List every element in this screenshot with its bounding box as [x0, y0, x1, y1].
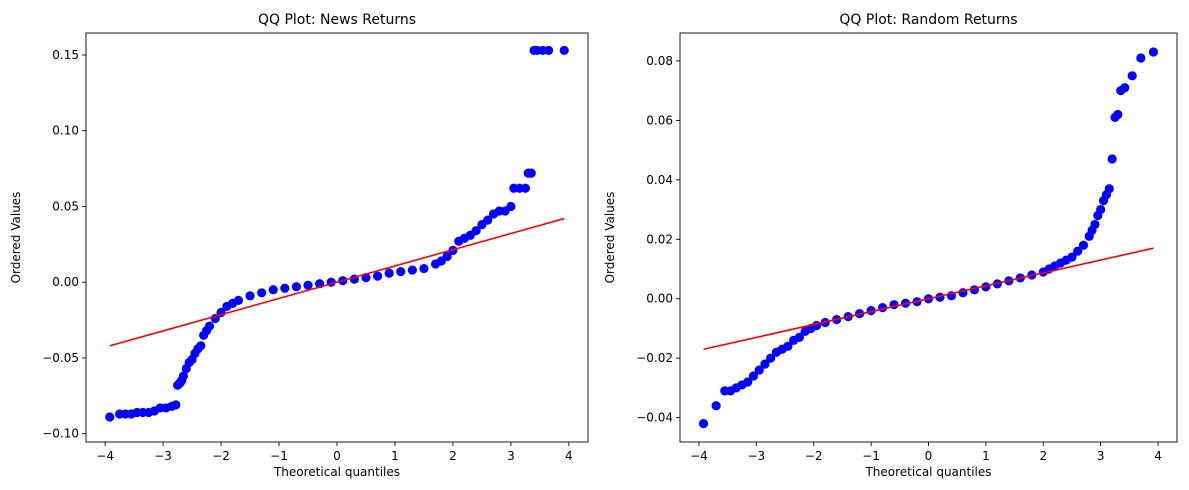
data-point — [396, 266, 406, 277]
data-point — [372, 271, 383, 281]
data-point — [171, 400, 181, 410]
x-tick-label: 4 — [1154, 449, 1162, 463]
data-point — [233, 295, 244, 305]
x-tick-label: 0 — [925, 449, 933, 463]
data-point — [303, 280, 313, 290]
data-point — [204, 321, 215, 331]
data-point — [1107, 154, 1117, 164]
data-point — [1113, 109, 1123, 120]
data-point — [1136, 53, 1146, 63]
data-point — [407, 265, 417, 275]
data-point — [1120, 83, 1130, 93]
data-point — [1090, 219, 1100, 230]
x-tick-label: 3 — [507, 449, 515, 463]
data-point — [754, 365, 764, 375]
x-tick-label: 0 — [333, 449, 341, 463]
data-point — [471, 226, 481, 236]
data-point — [526, 168, 536, 178]
y-tick-label: 0.15 — [52, 48, 79, 62]
x-tick-label: −3 — [154, 449, 172, 463]
y-tick-label: 0.06 — [646, 113, 673, 127]
data-point — [711, 401, 721, 411]
data-point — [520, 183, 530, 193]
data-point — [280, 283, 290, 293]
data-point — [743, 377, 753, 387]
data-point — [419, 263, 429, 274]
x-tick-label: −4 — [690, 449, 708, 463]
chart-title: QQ Plot: Random Returns — [839, 12, 1017, 28]
x-tick-label: 2 — [449, 449, 457, 463]
data-point — [442, 251, 452, 262]
y-tick-label: 0.04 — [646, 173, 673, 187]
chart-news-returns: QQ Plot: News Returns −4 −3 −2 −1 0 1 2 3 4 −0.10 −… — [9, 12, 589, 479]
y-tick-label: 0.00 — [52, 275, 79, 289]
data-point — [483, 215, 493, 225]
data-point — [178, 371, 188, 381]
data-point — [1127, 71, 1137, 81]
data-point — [794, 332, 804, 342]
data-point — [1104, 184, 1114, 194]
x-tick-label: −3 — [747, 449, 765, 463]
data-point — [291, 282, 302, 292]
data-point — [543, 45, 554, 56]
x-tick-label: 3 — [1097, 449, 1105, 463]
data-point — [105, 412, 115, 422]
x-tick-label: −2 — [212, 449, 230, 463]
x-tick-label: 2 — [1039, 449, 1047, 463]
y-tick-label: 0.00 — [646, 292, 673, 306]
plot-frame — [679, 32, 1178, 443]
y-axis-label: Ordered Values — [603, 192, 617, 284]
x-tick-label: 1 — [391, 449, 399, 463]
data-point — [268, 285, 278, 295]
data-point — [766, 353, 776, 363]
data-point — [559, 45, 569, 56]
x-tick-label: −2 — [805, 449, 823, 463]
plot-frame — [85, 32, 589, 443]
data-point — [811, 320, 822, 331]
x-tick-label: 4 — [565, 449, 573, 463]
data-point — [698, 418, 709, 429]
x-tick-label: −1 — [862, 449, 880, 463]
y-tick-label: 0.05 — [52, 199, 79, 213]
x-tick-label: −1 — [270, 449, 288, 463]
fit-line — [703, 247, 1154, 351]
y-tick-label: 0.02 — [646, 232, 673, 246]
data-point — [506, 201, 516, 212]
data-point — [748, 371, 759, 381]
y-axis-label: Ordered Values — [9, 192, 23, 284]
data-point — [1073, 246, 1083, 256]
data-point — [760, 359, 770, 369]
data-point — [196, 341, 206, 351]
fit-line — [109, 217, 565, 347]
y-tick-label: −0.10 — [42, 427, 79, 441]
x-axis-label: Theoretical quantiles — [864, 465, 991, 479]
chart-random-returns: QQ Plot: Random Returns −4 −3 −2 −1 0 1 2 3 4 −0.0… — [603, 12, 1178, 479]
y-tick-label: −0.04 — [636, 411, 673, 425]
data-point — [384, 268, 394, 278]
x-axis-label: Theoretical quantiles — [273, 465, 400, 479]
data-point — [1078, 240, 1089, 250]
chart-title: QQ Plot: News Returns — [258, 12, 416, 28]
y-tick-label: 0.10 — [52, 124, 79, 138]
data-point — [257, 288, 267, 298]
data-point — [1148, 47, 1159, 57]
data-points — [698, 47, 1159, 429]
y-tick-label: −0.05 — [42, 351, 79, 365]
data-point — [1067, 252, 1077, 262]
data-point — [783, 341, 793, 351]
y-tick-label: 0.08 — [646, 54, 673, 68]
data-point — [1096, 204, 1106, 215]
x-tick-label: 1 — [982, 449, 990, 463]
y-tick-label: −0.02 — [636, 351, 673, 365]
data-points — [105, 45, 569, 422]
data-point — [245, 291, 255, 301]
x-tick-label: −4 — [96, 449, 114, 463]
